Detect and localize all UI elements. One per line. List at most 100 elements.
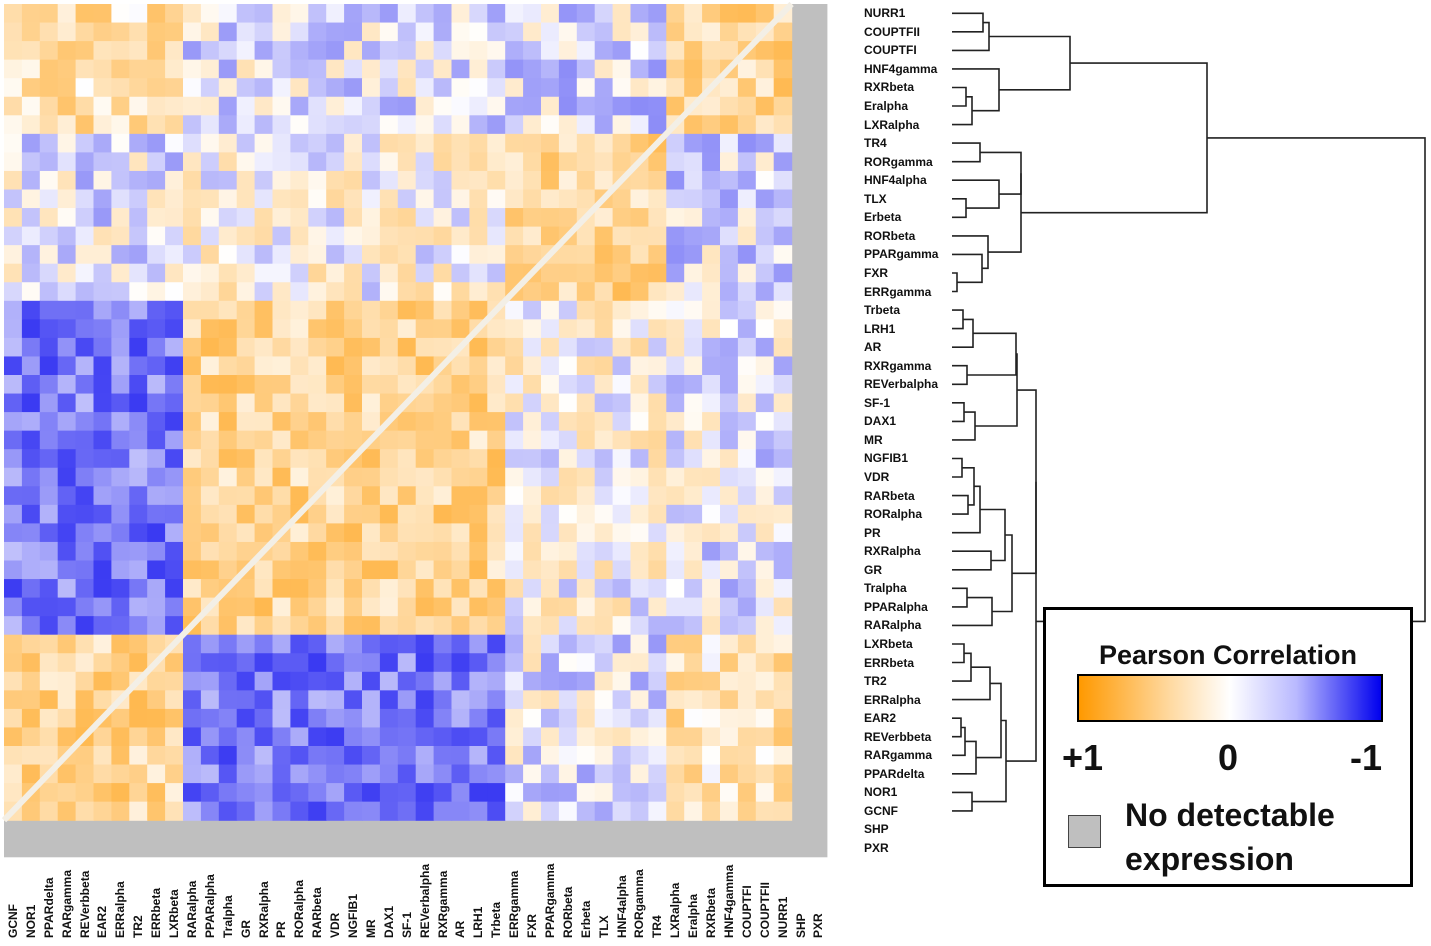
heatmap-cell bbox=[236, 152, 256, 172]
heatmap-cell bbox=[326, 412, 345, 432]
heatmap-cell bbox=[165, 337, 184, 358]
heatmap-cell bbox=[397, 579, 417, 599]
heatmap-cell bbox=[720, 671, 739, 691]
heatmap-cell bbox=[308, 708, 327, 729]
heatmap-cell bbox=[612, 393, 632, 413]
heatmap-cell bbox=[648, 393, 667, 413]
dendrogram-branch bbox=[952, 652, 972, 682]
heatmap-cell bbox=[344, 189, 363, 209]
heatmap-cell bbox=[362, 708, 381, 729]
heatmap-cell bbox=[290, 616, 309, 636]
heatmap-cell bbox=[755, 523, 775, 543]
heatmap-cell bbox=[93, 300, 112, 320]
heatmap-cell bbox=[93, 579, 112, 599]
heatmap-cell bbox=[397, 78, 417, 98]
heatmap-cell bbox=[93, 764, 112, 784]
heatmap-cell bbox=[165, 653, 184, 673]
heatmap-cell bbox=[594, 560, 614, 580]
no-expression-label: No detectable expression bbox=[1125, 797, 1335, 877]
column-label: TR4 bbox=[650, 915, 665, 938]
heatmap-cell bbox=[147, 41, 166, 61]
heatmap-cell bbox=[218, 393, 238, 413]
heatmap-cell bbox=[290, 337, 309, 358]
heatmap-cell bbox=[290, 727, 309, 747]
heatmap-cell bbox=[737, 133, 757, 153]
heatmap-cell bbox=[93, 263, 112, 283]
heatmap-cell bbox=[397, 671, 417, 691]
heatmap-cell bbox=[630, 4, 649, 24]
heatmap-cell bbox=[254, 170, 274, 191]
heatmap-cell bbox=[165, 152, 184, 172]
heatmap-cell bbox=[129, 356, 148, 376]
heatmap-cell bbox=[773, 597, 793, 617]
heatmap-cell bbox=[39, 356, 59, 376]
heatmap-cell bbox=[630, 523, 649, 543]
heatmap-cell bbox=[397, 41, 417, 61]
heatmap-cell bbox=[362, 486, 381, 506]
legend-tick-positive: +1 bbox=[1062, 737, 1104, 778]
heatmap-cell bbox=[487, 541, 506, 562]
heatmap-cell bbox=[326, 152, 345, 172]
heatmap-cell bbox=[75, 300, 95, 320]
heatmap-cell bbox=[469, 115, 488, 135]
heatmap-cell bbox=[541, 449, 560, 469]
column-label: LXRbeta bbox=[167, 889, 182, 938]
heatmap-cell bbox=[326, 634, 345, 654]
heatmap-cell bbox=[720, 41, 739, 61]
heatmap-cell bbox=[39, 708, 59, 729]
heatmap-cell bbox=[720, 541, 739, 562]
column-label: DAX1 bbox=[381, 905, 396, 938]
heatmap-cell bbox=[684, 133, 703, 153]
heatmap-cell bbox=[737, 4, 757, 24]
heatmap-cell bbox=[326, 449, 345, 469]
heatmap-cell bbox=[111, 393, 130, 413]
heatmap-cell bbox=[666, 541, 685, 562]
heatmap-cell bbox=[344, 337, 363, 358]
heatmap-cell bbox=[630, 746, 649, 766]
heatmap-cell bbox=[451, 579, 470, 599]
heatmap-cell bbox=[487, 616, 506, 636]
heatmap-cell bbox=[720, 616, 739, 636]
heatmap-cell bbox=[702, 300, 721, 320]
row-label: HNF4gamma bbox=[864, 61, 938, 76]
heatmap-cell bbox=[720, 746, 739, 766]
heatmap-cell bbox=[344, 115, 363, 135]
heatmap-cell bbox=[165, 449, 184, 469]
heatmap-cell bbox=[308, 337, 327, 358]
heatmap-cell bbox=[200, 133, 220, 153]
heatmap-cell bbox=[558, 579, 578, 599]
heatmap-cell bbox=[773, 579, 793, 599]
heatmap-cell bbox=[594, 115, 614, 135]
heatmap-cell bbox=[487, 375, 506, 395]
heatmap-cell bbox=[326, 690, 345, 710]
heatmap-cell bbox=[755, 189, 775, 209]
heatmap-cell bbox=[469, 560, 488, 580]
heatmap-cell bbox=[720, 170, 739, 191]
heatmap-cell bbox=[576, 616, 596, 636]
heatmap-cell bbox=[487, 690, 506, 710]
heatmap-cell bbox=[236, 597, 256, 617]
heatmap-cell bbox=[236, 449, 256, 469]
heatmap-cell bbox=[4, 412, 23, 432]
heatmap-cell bbox=[541, 356, 560, 376]
heatmap-cell bbox=[558, 78, 578, 98]
heatmap-cell bbox=[737, 541, 757, 562]
heatmap-cell bbox=[344, 504, 363, 524]
heatmap-cell bbox=[39, 152, 59, 172]
heatmap-cell bbox=[684, 634, 703, 654]
heatmap-cell bbox=[254, 226, 274, 246]
heatmap-cell bbox=[648, 375, 667, 395]
heatmap-cell bbox=[344, 356, 363, 376]
heatmap-cell bbox=[684, 764, 703, 784]
heatmap-cell bbox=[75, 746, 95, 766]
heatmap-cell bbox=[254, 560, 274, 580]
heatmap-cell bbox=[737, 245, 757, 265]
heatmap-cell bbox=[272, 764, 291, 784]
heatmap-cell bbox=[576, 152, 596, 172]
heatmap-cell bbox=[147, 727, 166, 747]
heatmap-cell bbox=[433, 430, 453, 450]
heatmap-cell bbox=[541, 616, 560, 636]
dendrogram-branch bbox=[952, 179, 1000, 209]
heatmap-cell bbox=[755, 560, 775, 580]
heatmap-cell bbox=[702, 523, 721, 543]
